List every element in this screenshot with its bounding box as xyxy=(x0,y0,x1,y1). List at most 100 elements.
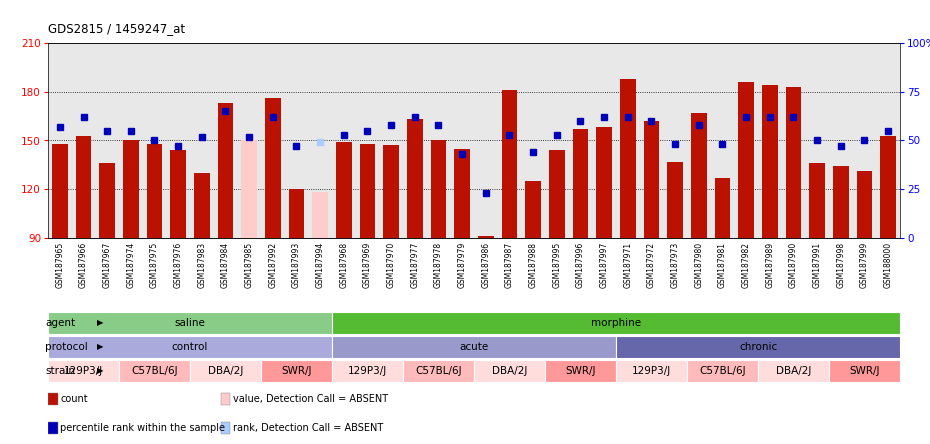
Text: ▶: ▶ xyxy=(97,366,103,376)
Text: 129P3/J: 129P3/J xyxy=(631,366,671,376)
Text: GSM187973: GSM187973 xyxy=(671,242,680,288)
Bar xyxy=(478,236,494,238)
Bar xyxy=(194,173,209,238)
Bar xyxy=(289,189,304,238)
Bar xyxy=(220,392,230,405)
Text: GSM187967: GSM187967 xyxy=(102,242,112,288)
Text: GSM187968: GSM187968 xyxy=(339,242,349,288)
Text: percentile rank within the sample: percentile rank within the sample xyxy=(60,423,225,432)
Bar xyxy=(616,336,900,358)
Text: GSM187997: GSM187997 xyxy=(600,242,608,288)
Bar xyxy=(691,113,707,238)
Bar xyxy=(668,162,683,238)
Text: GSM187982: GSM187982 xyxy=(741,242,751,288)
Text: rank, Detection Call = ABSENT: rank, Detection Call = ABSENT xyxy=(232,423,383,432)
Bar xyxy=(758,360,829,382)
Bar xyxy=(100,163,115,238)
Text: GSM187987: GSM187987 xyxy=(505,242,514,288)
Bar xyxy=(52,144,68,238)
Text: SWR/J: SWR/J xyxy=(565,366,596,376)
Text: GDS2815 / 1459247_at: GDS2815 / 1459247_at xyxy=(48,22,185,35)
Bar xyxy=(48,312,332,334)
Bar xyxy=(573,129,588,238)
Bar xyxy=(332,312,900,334)
Text: GSM187965: GSM187965 xyxy=(55,242,64,288)
Bar xyxy=(763,85,777,238)
Bar xyxy=(715,178,730,238)
Text: GSM187972: GSM187972 xyxy=(647,242,656,288)
Bar xyxy=(119,360,190,382)
Text: GSM187994: GSM187994 xyxy=(315,242,325,288)
Text: GSM187998: GSM187998 xyxy=(836,242,845,288)
Text: GSM187995: GSM187995 xyxy=(552,242,562,288)
Text: GSM187983: GSM187983 xyxy=(197,242,206,288)
Bar xyxy=(242,140,257,238)
Bar xyxy=(48,392,58,405)
Bar xyxy=(312,193,328,238)
Bar xyxy=(616,360,687,382)
Text: acute: acute xyxy=(459,342,488,352)
Bar xyxy=(360,144,375,238)
Text: GSM187978: GSM187978 xyxy=(434,242,443,288)
Text: GSM187986: GSM187986 xyxy=(482,242,490,288)
Bar xyxy=(407,119,422,238)
Text: SWR/J: SWR/J xyxy=(849,366,880,376)
Text: C57BL/6J: C57BL/6J xyxy=(131,366,178,376)
Bar xyxy=(620,79,635,238)
Text: GSM187985: GSM187985 xyxy=(245,242,254,288)
Text: morphine: morphine xyxy=(591,318,641,328)
Bar xyxy=(502,90,517,238)
Text: ▶: ▶ xyxy=(97,342,103,352)
Text: DBA/2J: DBA/2J xyxy=(776,366,811,376)
Text: C57BL/6J: C57BL/6J xyxy=(699,366,746,376)
Text: GSM187969: GSM187969 xyxy=(363,242,372,288)
Bar xyxy=(786,87,801,238)
Bar xyxy=(829,360,900,382)
Bar xyxy=(48,360,119,382)
Text: GSM187974: GSM187974 xyxy=(126,242,136,288)
Bar xyxy=(147,144,162,238)
Bar xyxy=(687,360,758,382)
Bar xyxy=(549,150,565,238)
Text: DBA/2J: DBA/2J xyxy=(492,366,527,376)
Bar xyxy=(265,98,281,238)
Text: saline: saline xyxy=(175,318,206,328)
Text: GSM187996: GSM187996 xyxy=(576,242,585,288)
Text: GSM187970: GSM187970 xyxy=(387,242,395,288)
Text: chronic: chronic xyxy=(738,342,777,352)
Bar xyxy=(123,140,139,238)
Text: GSM187976: GSM187976 xyxy=(174,242,182,288)
Bar xyxy=(170,150,186,238)
Text: GSM187990: GSM187990 xyxy=(789,242,798,288)
Bar xyxy=(190,360,261,382)
Text: GSM187992: GSM187992 xyxy=(269,242,277,288)
Bar xyxy=(218,103,233,238)
Bar xyxy=(48,336,332,358)
Bar xyxy=(431,140,446,238)
Text: GSM187977: GSM187977 xyxy=(410,242,419,288)
Bar xyxy=(833,166,848,238)
Bar xyxy=(455,149,470,238)
Text: ▶: ▶ xyxy=(97,318,103,328)
Bar xyxy=(332,360,403,382)
Text: GSM187975: GSM187975 xyxy=(150,242,159,288)
Text: GSM188000: GSM188000 xyxy=(884,242,893,288)
Text: GSM187981: GSM187981 xyxy=(718,242,727,288)
Text: strain: strain xyxy=(46,366,75,376)
Bar xyxy=(48,422,58,435)
Text: C57BL/6J: C57BL/6J xyxy=(415,366,462,376)
Text: GSM187971: GSM187971 xyxy=(623,242,632,288)
Text: GSM187993: GSM187993 xyxy=(292,242,301,288)
Bar xyxy=(76,135,91,238)
Text: count: count xyxy=(60,393,88,404)
Text: GSM187988: GSM187988 xyxy=(528,242,538,288)
Bar xyxy=(220,422,230,435)
Bar xyxy=(738,82,754,238)
Text: GSM187991: GSM187991 xyxy=(813,242,822,288)
Bar xyxy=(644,121,659,238)
Text: 129P3/J: 129P3/J xyxy=(64,366,103,376)
Text: GSM187999: GSM187999 xyxy=(860,242,869,288)
Bar xyxy=(383,145,399,238)
Text: control: control xyxy=(172,342,208,352)
Text: protocol: protocol xyxy=(46,342,88,352)
